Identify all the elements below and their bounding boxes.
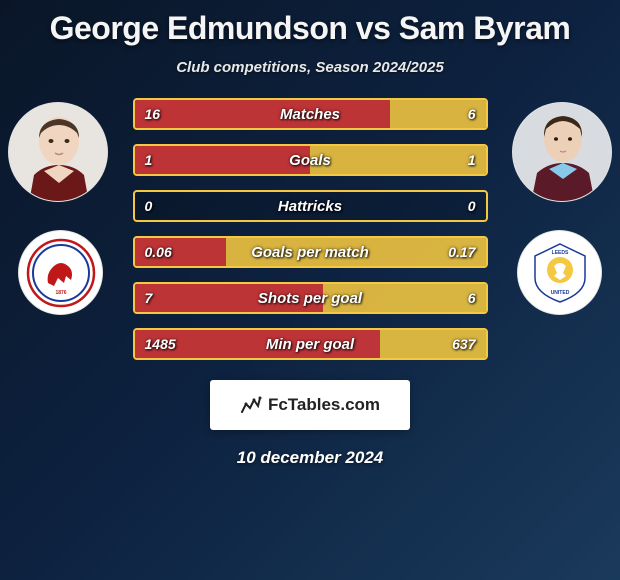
stat-label: Goals <box>289 152 331 169</box>
club-right-crest: LEEDS UNITED <box>517 230 602 315</box>
stat-row: 7 Shots per goal 6 <box>133 282 488 314</box>
stat-value-left: 0 <box>145 198 153 214</box>
stat-value-right: 637 <box>452 336 475 352</box>
stat-value-right: 0 <box>468 198 476 214</box>
brand-logo-icon <box>240 394 262 416</box>
club-crest-icon: LEEDS UNITED <box>525 238 595 308</box>
person-icon <box>513 103 612 202</box>
club-crest-icon: 1876 <box>26 238 96 308</box>
stat-value-left: 7 <box>145 290 153 306</box>
stat-label: Hattricks <box>278 198 342 215</box>
stat-label: Matches <box>280 106 340 123</box>
player-left-avatar <box>8 102 108 202</box>
club-left-crest: 1876 <box>18 230 103 315</box>
stat-row: 0.06 Goals per match 0.17 <box>133 236 488 268</box>
stat-value-left: 1485 <box>145 336 176 352</box>
stat-fill-right <box>310 146 486 174</box>
date-text: 10 december 2024 <box>0 448 620 468</box>
brand-badge: FcTables.com <box>210 380 410 430</box>
stat-row: 16 Matches 6 <box>133 98 488 130</box>
stat-value-left: 1 <box>145 152 153 168</box>
stat-value-right: 6 <box>468 290 476 306</box>
person-icon <box>9 103 108 202</box>
stat-row: 1 Goals 1 <box>133 144 488 176</box>
brand-text: FcTables.com <box>268 395 380 415</box>
stat-value-right: 6 <box>468 106 476 122</box>
player-right-avatar <box>512 102 612 202</box>
stat-value-right: 1 <box>468 152 476 168</box>
svg-text:1876: 1876 <box>55 290 66 296</box>
stat-row: 1485 Min per goal 637 <box>133 328 488 360</box>
stat-label: Goals per match <box>251 244 369 261</box>
stats-section: 1876 LEEDS UNITED 16 Matches 6 1 Goals 1 0 Hatt… <box>0 98 620 360</box>
stat-label: Min per goal <box>266 336 354 353</box>
stat-value-right: 0.17 <box>448 244 475 260</box>
subtitle: Club competitions, Season 2024/2025 <box>0 59 620 76</box>
stat-value-left: 0.06 <box>145 244 172 260</box>
svg-text:UNITED: UNITED <box>550 290 569 296</box>
page-title: George Edmundson vs Sam Byram <box>0 10 620 47</box>
stat-row: 0 Hattricks 0 <box>133 190 488 222</box>
stat-value-left: 16 <box>145 106 161 122</box>
stat-fill-left <box>135 146 311 174</box>
stat-fill-left <box>135 100 390 128</box>
stat-label: Shots per goal <box>258 290 362 307</box>
svg-text:LEEDS: LEEDS <box>551 250 568 256</box>
stat-rows: 16 Matches 6 1 Goals 1 0 Hattricks 0 0.06 Goals pe… <box>133 98 488 360</box>
